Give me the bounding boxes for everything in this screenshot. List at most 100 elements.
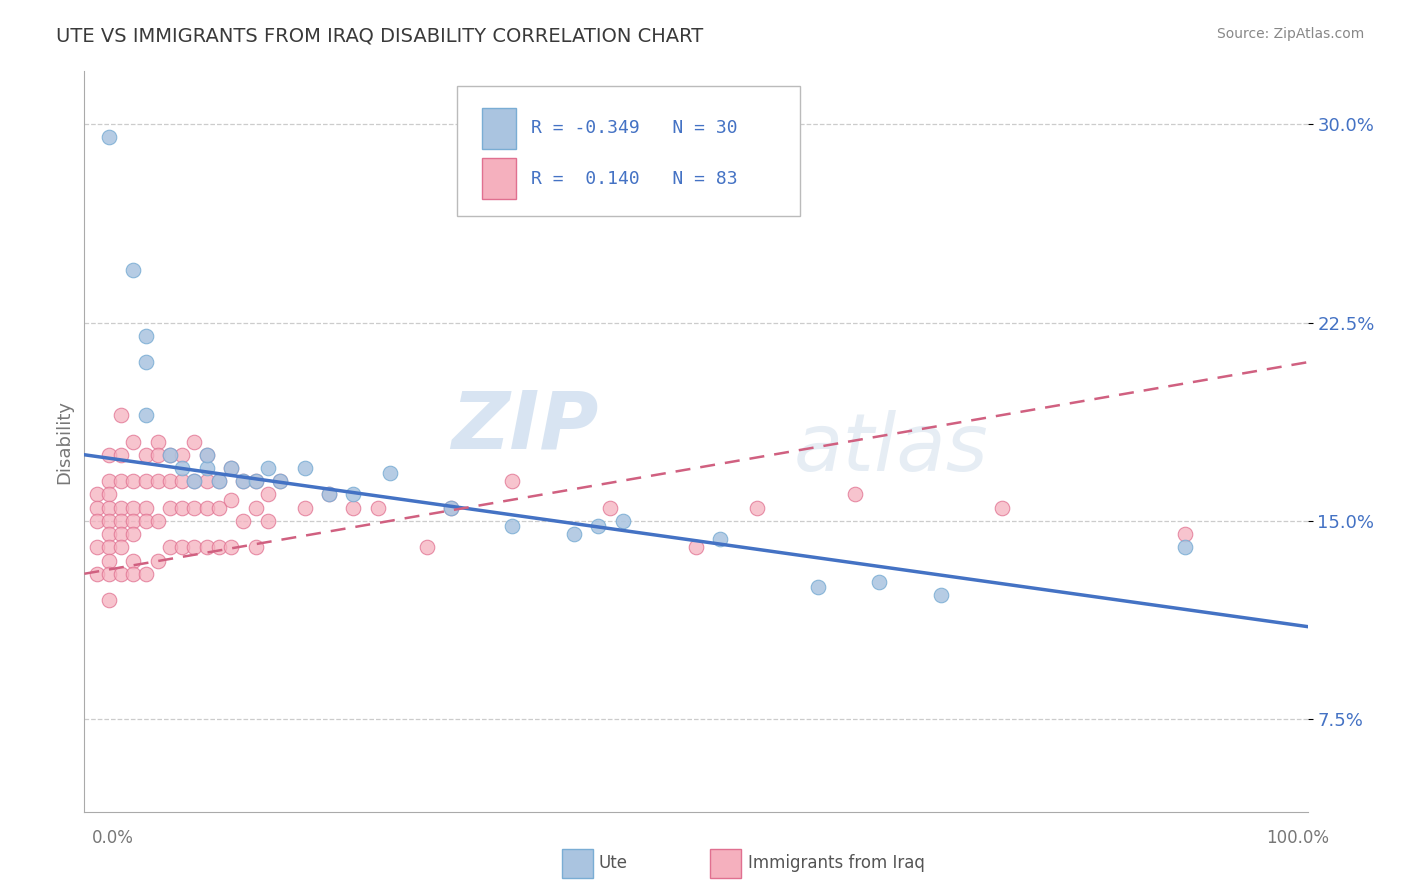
Point (97, 553, 120, 567)
Point (232, 474, 254, 488)
Point (807, 580, 830, 594)
Text: Ute: Ute (599, 854, 628, 872)
Point (86, 514, 108, 528)
Point (122, 566, 145, 581)
Point (146, 434, 169, 449)
Text: atlas: atlas (794, 410, 988, 488)
Point (122, 474, 145, 488)
Point (110, 448, 132, 462)
Y-axis label: Disability: Disability (55, 400, 73, 483)
Point (86, 500, 108, 515)
Point (97, 130, 120, 145)
Point (195, 500, 218, 515)
Point (183, 474, 205, 488)
Point (245, 541, 267, 555)
Text: ZIP: ZIP (451, 388, 598, 466)
Text: UTE VS IMMIGRANTS FROM IRAQ DISABILITY CORRELATION CHART: UTE VS IMMIGRANTS FROM IRAQ DISABILITY C… (56, 27, 703, 45)
Point (135, 500, 157, 515)
Bar (482, 108, 516, 149)
Point (110, 408, 132, 422)
Point (159, 500, 181, 515)
Point (318, 487, 340, 501)
Point (135, 514, 157, 528)
Point (110, 514, 132, 528)
Point (146, 474, 169, 488)
Point (122, 434, 145, 449)
Point (97, 514, 120, 528)
Point (219, 461, 242, 475)
Point (208, 474, 231, 488)
Point (269, 474, 291, 488)
Point (183, 474, 205, 488)
Point (110, 541, 132, 555)
Point (612, 514, 634, 528)
Point (562, 527, 585, 541)
Point (86, 487, 108, 501)
Point (367, 500, 389, 515)
Text: Immigrants from Iraq: Immigrants from Iraq (748, 854, 925, 872)
Point (440, 500, 463, 515)
Point (172, 461, 194, 475)
Point (172, 500, 194, 515)
Point (135, 408, 157, 422)
Point (146, 553, 169, 567)
Point (208, 500, 231, 515)
Point (257, 487, 280, 501)
Point (294, 461, 316, 475)
Point (232, 474, 254, 488)
Point (135, 328, 157, 343)
Point (159, 541, 181, 555)
Point (97, 448, 120, 462)
Point (159, 448, 181, 462)
Point (110, 527, 132, 541)
Point (195, 474, 218, 488)
Point (245, 500, 267, 515)
Point (97, 541, 120, 555)
Point (122, 514, 145, 528)
Point (219, 541, 242, 555)
Text: R = -0.349   N = 30: R = -0.349 N = 30 (531, 120, 738, 137)
Point (269, 474, 291, 488)
Point (195, 448, 218, 462)
Point (159, 474, 181, 488)
Point (245, 474, 267, 488)
Text: 100.0%: 100.0% (1265, 829, 1329, 847)
Point (245, 474, 267, 488)
Point (1174, 541, 1197, 555)
Point (416, 541, 439, 555)
Point (709, 533, 731, 547)
Point (929, 588, 952, 602)
Point (97, 593, 120, 607)
Point (135, 448, 157, 462)
Bar (710, 848, 741, 878)
Point (257, 461, 280, 475)
Point (1174, 527, 1197, 541)
Point (318, 487, 340, 501)
Point (219, 492, 242, 507)
Point (991, 500, 1014, 515)
Point (86, 566, 108, 581)
Point (502, 474, 524, 488)
Text: 0.0%: 0.0% (91, 829, 134, 847)
Point (97, 474, 120, 488)
Text: Source: ZipAtlas.com: Source: ZipAtlas.com (1216, 27, 1364, 41)
Text: R =  0.140   N = 83: R = 0.140 N = 83 (531, 170, 738, 188)
Bar (562, 848, 593, 878)
Point (232, 514, 254, 528)
Point (159, 448, 181, 462)
Point (146, 448, 169, 462)
Point (440, 500, 463, 515)
Point (844, 487, 866, 501)
Point (294, 500, 316, 515)
Point (146, 514, 169, 528)
Point (172, 541, 194, 555)
Point (685, 541, 707, 555)
Point (502, 519, 524, 533)
Point (122, 553, 145, 567)
Point (110, 500, 132, 515)
Point (110, 474, 132, 488)
Point (97, 500, 120, 515)
Point (97, 566, 120, 581)
Point (183, 434, 205, 449)
Bar (482, 158, 516, 199)
